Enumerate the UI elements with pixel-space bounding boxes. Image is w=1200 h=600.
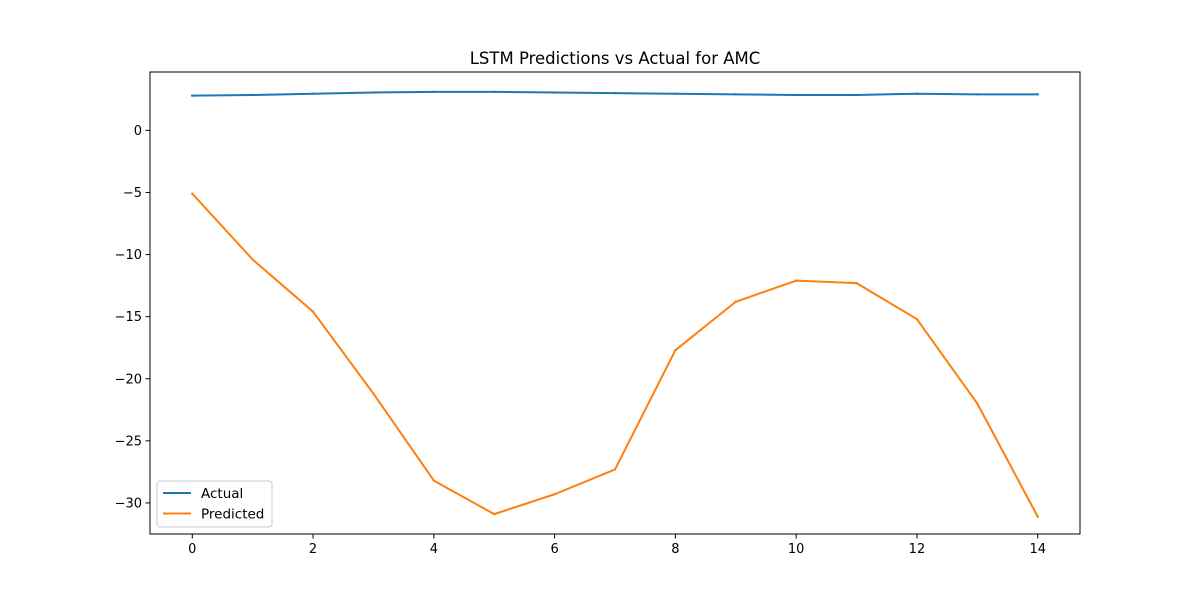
data-point-predicted: [1036, 515, 1039, 518]
y-tick-label: −25: [115, 434, 142, 449]
y-tick-label: −10: [115, 248, 142, 263]
data-point-actual: [432, 90, 436, 94]
data-point-predicted: [976, 402, 979, 405]
data-point-actual: [553, 91, 556, 94]
data-point-predicted: [493, 512, 496, 516]
y-tick-label: −20: [115, 372, 142, 387]
data-point-actual: [493, 90, 496, 94]
data-point-predicted: [613, 468, 617, 471]
data-point-actual: [794, 93, 798, 97]
x-tick-label: 6: [550, 542, 558, 557]
data-point-actual: [915, 92, 919, 95]
data-point-actual: [855, 93, 858, 97]
legend: Actual Predicted: [156, 480, 273, 528]
data-point-predicted: [674, 348, 677, 352]
data-point-predicted: [794, 279, 798, 282]
legend-label-predicted: Predicted: [201, 507, 264, 523]
data-point-predicted: [432, 479, 436, 482]
legend-label-actual: Actual: [201, 486, 243, 502]
x-axis: 0 2 4 6 8 10 12 14: [188, 534, 1046, 557]
data-point-actual: [613, 91, 617, 95]
x-tick-label: 4: [430, 542, 438, 557]
data-point-actual: [734, 93, 737, 96]
data-point-predicted: [553, 493, 556, 496]
y-tick-label: −5: [123, 186, 142, 201]
data-point-predicted: [311, 310, 315, 313]
x-tick-label: 0: [188, 542, 196, 557]
x-tick-label: 10: [788, 542, 805, 557]
x-tick-label: 2: [309, 542, 317, 557]
x-tick-label: 12: [909, 542, 926, 557]
data-point-actual: [1036, 93, 1039, 96]
chart-title: LSTM Predictions vs Actual for AMC: [470, 49, 761, 68]
data-point-predicted: [191, 192, 194, 195]
data-point-predicted: [734, 300, 737, 303]
x-tick-label: 8: [671, 542, 679, 557]
data-point-predicted: [251, 258, 254, 261]
data-point-predicted: [855, 281, 858, 285]
y-tick-label: −15: [115, 310, 142, 325]
plot-area: [150, 72, 1080, 534]
y-tick-label: 0: [134, 124, 142, 139]
data-point-actual: [372, 91, 375, 94]
series-layer: [190, 90, 1040, 518]
y-axis: 0 −5 −10 −15 −20 −25 −30: [115, 124, 150, 511]
data-point-predicted: [915, 317, 919, 321]
data-point-actual: [976, 93, 979, 96]
data-point-actual: [251, 93, 254, 97]
x-tick-label: 14: [1029, 542, 1046, 557]
data-point-actual: [311, 92, 315, 95]
data-point-actual: [674, 92, 677, 95]
data-point-predicted: [372, 392, 375, 395]
plot-frame: [149, 71, 1081, 535]
data-point-actual: [191, 94, 194, 97]
y-tick-label: −30: [115, 496, 142, 511]
